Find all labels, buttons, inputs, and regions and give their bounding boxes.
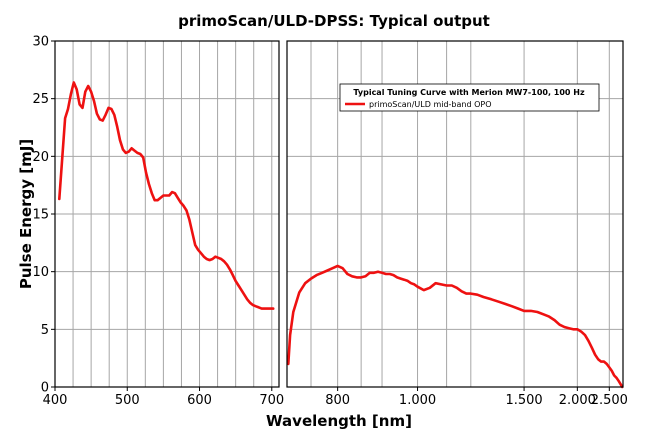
y-tick-label: 5 — [41, 323, 49, 338]
chart-title: primoScan/ULD-DPSS: Typical output — [178, 12, 490, 30]
legend-title: Typical Tuning Curve with Merion MW7-100… — [353, 88, 585, 97]
legend-box — [339, 83, 600, 112]
series-line-idler — [287, 264, 624, 389]
y-tick-label: 30 — [32, 35, 49, 50]
legend-entry: primoScan/ULD mid-band OPO — [369, 100, 492, 109]
x-tick-label: 1.500 — [505, 393, 542, 408]
y-tick-label: 20 — [32, 150, 49, 165]
idler-plot-frame — [286, 40, 624, 388]
x-tick-label: 400 — [43, 393, 68, 408]
y-axis-label: Pulse Energy [mJ] — [17, 139, 35, 289]
x-tick-label: 700 — [259, 393, 284, 408]
y-tick-label: 25 — [32, 92, 49, 107]
signal-gridlines — [54, 40, 279, 388]
signal-panel: 400 500 600 700 — [43, 40, 284, 408]
x-axis-label: Wavelength [nm] — [266, 412, 412, 430]
y-tick-label: 15 — [32, 208, 49, 223]
x-tick-label: 2.000 — [559, 393, 596, 408]
y-ticks: 0 5 10 15 20 25 30 — [32, 35, 55, 396]
y-tick-label: 10 — [32, 265, 49, 280]
x-tick-label: 600 — [187, 393, 212, 408]
x-tick-label: 500 — [115, 393, 140, 408]
series-line-signal — [58, 81, 275, 310]
y-tick-label: 0 — [41, 381, 49, 396]
signal-x-ticks: 400 500 600 700 — [43, 387, 284, 408]
x-tick-label: 1.000 — [399, 393, 436, 408]
x-tick-label: 800 — [325, 393, 350, 408]
x-tick-label: 2.500 — [591, 393, 628, 408]
legend: Typical Tuning Curve with Merion MW7-100… — [339, 83, 600, 112]
